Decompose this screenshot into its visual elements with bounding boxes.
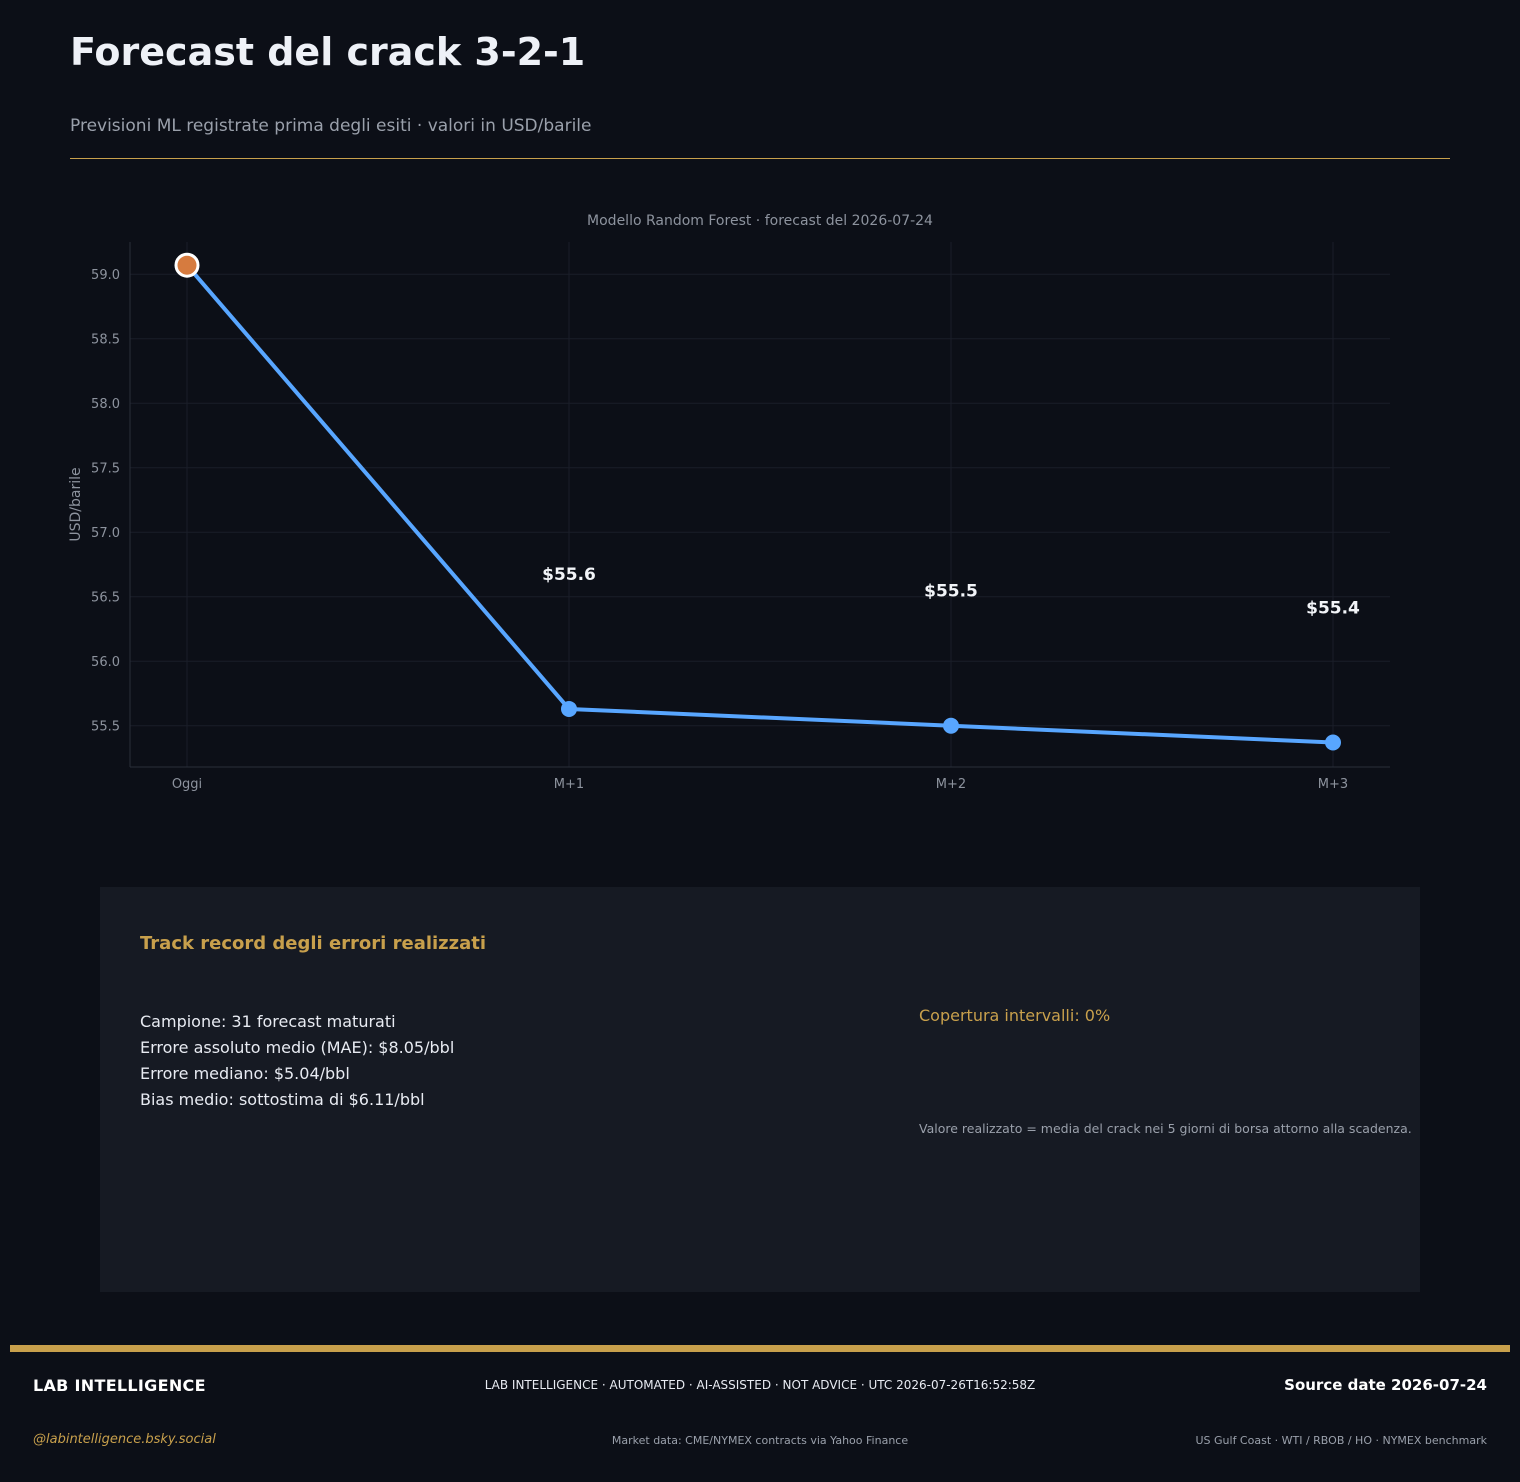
y-tick-label: 58.0	[91, 397, 120, 412]
track-record-panel: Track record degli errori realizzati Cam…	[100, 887, 1420, 1292]
chart-title: Modello Random Forest · forecast del 202…	[587, 213, 933, 229]
data-label: $55.5	[924, 582, 978, 602]
footer-handle: @labintelligence.bsky.social	[33, 1432, 216, 1447]
x-tick-label: M+3	[1318, 777, 1348, 792]
footer-source-date: Source date 2026-07-24	[1284, 1376, 1487, 1394]
forecast-point	[561, 700, 577, 717]
realized-value-note: Valore realizzato = media del crack nei …	[919, 1121, 1412, 1136]
y-tick-label: 58.5	[91, 333, 120, 348]
forecast-line-chart: Modello Random Forest · forecast del 202…	[68, 213, 1390, 792]
data-label: $55.4	[1306, 598, 1360, 618]
track-record-stats: Campione: 31 forecast maturati Errore as…	[140, 1009, 454, 1113]
y-axis-label: USD/barile	[68, 467, 84, 541]
y-tick-label: 55.5	[91, 720, 120, 735]
forecast-series-line	[185, 263, 1335, 745]
forecast-point	[1325, 734, 1341, 751]
stat-median-error: Errore mediano: $5.04/bbl	[140, 1064, 350, 1083]
y-tick-label: 57.5	[91, 462, 120, 477]
forecast-point	[943, 717, 959, 734]
footer-benchmark: US Gulf Coast · WTI / RBOB / HO · NYMEX …	[1195, 1434, 1487, 1447]
page-subtitle: Previsioni ML registrate prima degli esi…	[70, 116, 592, 136]
footer-brand: LAB INTELLIGENCE	[33, 1376, 206, 1395]
y-tick-label: 57.0	[91, 526, 120, 541]
x-tick-label: M+2	[936, 777, 966, 792]
stat-bias: Bias medio: sottostima di $6.11/bbl	[140, 1090, 425, 1109]
header-divider	[70, 158, 1450, 159]
interval-coverage: Copertura intervalli: 0%	[919, 1006, 1111, 1025]
plot-area	[130, 242, 1390, 767]
data-label: $55.6	[542, 565, 596, 585]
forecast-chart: Modello Random Forest · forecast del 202…	[0, 190, 1520, 830]
x-tick-label: Oggi	[172, 777, 202, 792]
y-tick-label: 59.0	[91, 268, 120, 283]
x-tick-label: M+1	[554, 777, 584, 792]
current-value-point	[174, 252, 200, 278]
y-tick-label: 56.5	[91, 591, 120, 606]
y-tick-label: 56.0	[91, 655, 120, 670]
track-record-title: Track record degli errori realizzati	[140, 933, 487, 954]
page-title: Forecast del crack 3-2-1	[70, 30, 586, 74]
footer-market-data: Market data: CME/NYMEX contracts via Yah…	[611, 1434, 909, 1447]
footer-disclaimer: LAB INTELLIGENCE · AUTOMATED · AI-ASSIST…	[484, 1378, 1036, 1392]
stat-mae: Errore assoluto medio (MAE): $8.05/bbl	[140, 1038, 455, 1057]
stat-sample: Campione: 31 forecast maturati	[140, 1012, 396, 1031]
footer-accent-bar	[10, 1345, 1510, 1352]
